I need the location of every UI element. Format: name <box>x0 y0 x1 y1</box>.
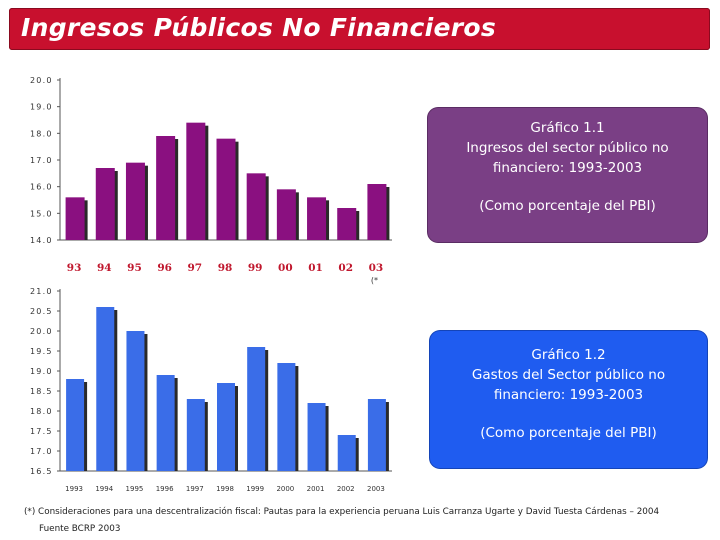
chart-2-y-tick-label: 18.0 <box>30 407 53 416</box>
chart-1-y-tick-label: 18.0 <box>30 129 53 138</box>
chart-2-bar <box>66 379 85 471</box>
chart-2-y-tick-label: 17.5 <box>30 427 53 436</box>
chart-1-bar <box>156 136 176 240</box>
chart-2-subtitle-line-2: financiero: 1993-2003 <box>493 387 644 403</box>
chart-2-x-tick-label: 1998 <box>216 485 234 493</box>
chart-1-bar <box>337 208 357 240</box>
chart-1-note: (Como porcentaje del PBI) <box>479 198 656 214</box>
chart-1-bar <box>307 197 327 240</box>
chart-1-bar <box>65 197 85 240</box>
chart-1-bar <box>95 168 115 240</box>
chart-2-bar <box>367 399 386 471</box>
chart-1-x-tick-label: 97 <box>188 262 203 274</box>
chart-2-bar <box>186 399 205 471</box>
chart-2-x-tick-label: 2001 <box>307 485 325 493</box>
chart-1-y-tick-label: 14.0 <box>30 236 53 245</box>
chart-1-x-tick-label: 99 <box>248 262 263 274</box>
chart-2-note: (Como porcentaje del PBI) <box>480 425 657 441</box>
chart-1-y-tick-label: 20.0 <box>30 76 53 85</box>
chart-2-y-tick-label: 19.5 <box>30 347 53 356</box>
chart-1-bar <box>186 122 206 240</box>
chart-2-subtitle-line-1: Gastos del Sector público no <box>471 367 666 383</box>
chart-2-x-tick-label: 1996 <box>156 485 174 493</box>
chart-1-y-tick-label: 17.0 <box>30 156 53 165</box>
chart-2-x-tick-label: 1999 <box>246 485 264 493</box>
chart-1-x-tick-label: 00 <box>278 262 293 274</box>
chart-1-x-tick-label: 94 <box>97 262 112 274</box>
chart-2-bar <box>277 363 296 471</box>
chart-2-y-tick-label: 21.0 <box>30 287 53 296</box>
chart-2-x-tick-label: 2003 <box>367 485 385 493</box>
chart-1-y-tick-label: 19.0 <box>30 103 53 112</box>
chart-2-x-tick-label: 2002 <box>337 485 355 493</box>
chart-2-bar <box>96 307 115 471</box>
chart-1-bar <box>367 184 387 240</box>
chart-2-y-tick-label: 17.0 <box>30 447 53 456</box>
chart-2-x-tick-label: 1995 <box>126 485 144 493</box>
chart-1-subtitle-line-2: financiero: 1993-2003 <box>492 160 643 176</box>
chart-1-x-tick-label: 02 <box>338 262 353 274</box>
chart-1-x-tick-label: 96 <box>157 262 172 274</box>
chart-1-x-tick-label: 98 <box>218 262 233 274</box>
chart-1-y-tick-label: 16.0 <box>30 183 53 192</box>
chart-2-x-tick-label: 1993 <box>65 485 83 493</box>
title-bar: Ingresos Públicos No Financieros <box>9 8 710 50</box>
chart-2-y-tick-label: 16.5 <box>30 467 53 476</box>
chart-1-x-tick-label: 03 <box>369 262 384 274</box>
chart-2-x-tick-label: 1997 <box>186 485 204 493</box>
chart-ingresos: 20.0 19.0 18.0 17.0 16.0 15.0 14.0 93 94 95 96 97 98… <box>30 76 392 285</box>
chart-2-bar <box>126 331 145 471</box>
chart-1-bar <box>216 138 236 240</box>
chart-1-bar <box>276 189 296 240</box>
chart-2-y-tick-label: 20.5 <box>30 307 53 316</box>
chart-1-title: Gráfico 1.1 <box>530 120 605 136</box>
chart-1-bar <box>125 162 145 240</box>
chart-2-bar <box>247 347 266 471</box>
chart-2-x-tick-label: 1994 <box>95 485 113 493</box>
chart-1-category-note: (* <box>371 276 378 285</box>
chart-2-title: Gráfico 1.2 <box>531 347 606 363</box>
chart-2-y-tick-label: 18.5 <box>30 387 53 396</box>
chart-1-x-tick-label: 95 <box>127 262 142 274</box>
chart-2-title-box: Gráfico 1.2 Gastos del Sector público no… <box>430 331 707 468</box>
chart-2-bar <box>337 435 356 471</box>
chart-1-y-tick-label: 15.0 <box>30 209 53 218</box>
chart-1-subtitle-line-1: Ingresos del sector público no <box>466 140 669 156</box>
chart-1-title-box: Gráfico 1.1 Ingresos del sector público … <box>428 108 707 242</box>
chart-1-bar <box>246 173 266 240</box>
chart-1-x-tick-label: 01 <box>308 262 323 274</box>
footnote: (*) Consideraciones para una descentrali… <box>24 507 660 517</box>
source-note: Fuente BCRP 2003 <box>39 524 121 534</box>
chart-gastos: 21.0 20.5 20.0 19.5 19.0 18.5 18.0 17.5 17.0 16.5… <box>30 287 392 493</box>
chart-2-bar <box>217 383 235 471</box>
chart-1-x-tick-label: 93 <box>67 262 82 274</box>
chart-2-bar <box>307 403 326 471</box>
chart-2-y-tick-label: 19.0 <box>30 367 53 376</box>
chart-2-x-tick-label: 2000 <box>276 485 294 493</box>
page-title: Ingresos Públicos No Financieros <box>21 13 497 42</box>
chart-2-bar <box>156 375 175 471</box>
chart-2-y-tick-label: 20.0 <box>30 327 53 336</box>
